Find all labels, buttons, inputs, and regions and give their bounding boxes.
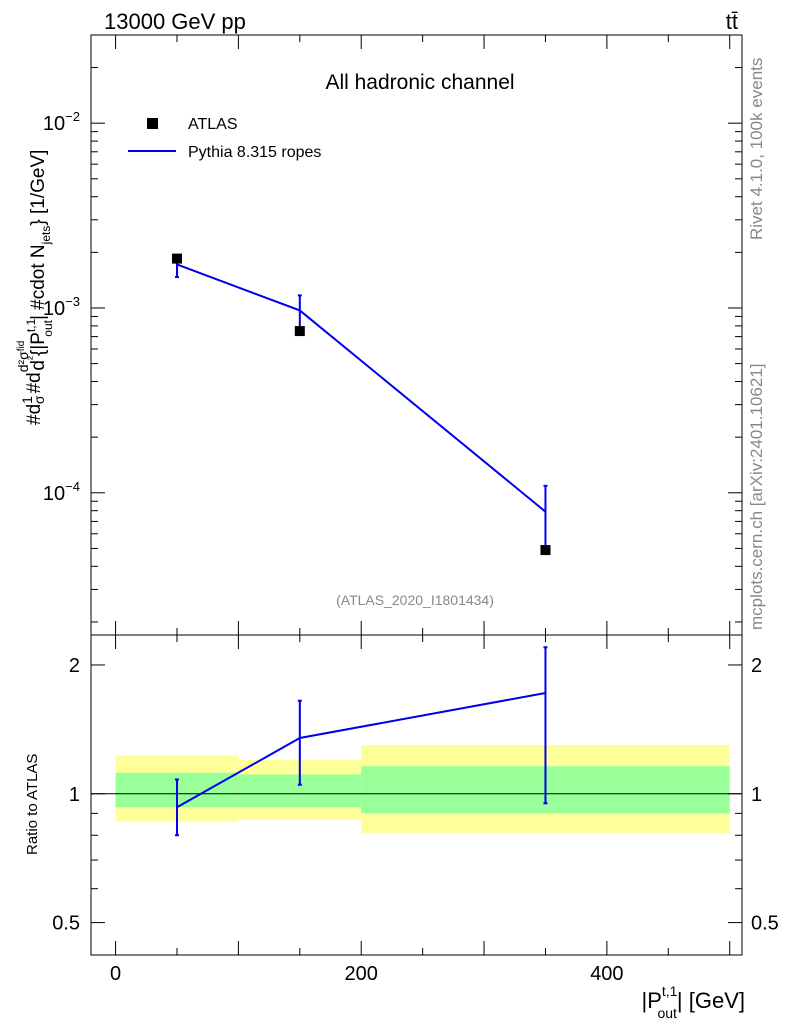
legend-pythia-label: Pythia 8.315 ropes bbox=[188, 144, 321, 161]
ylabel-part-h: ² bbox=[25, 356, 39, 360]
x-tick-label: 200 bbox=[345, 963, 378, 985]
y-tick-label: 10−2 bbox=[43, 109, 80, 135]
ylabel-part-f: fid bbox=[16, 341, 27, 352]
ylabel-part-a: #d bbox=[24, 404, 45, 425]
ylabel-part-i: {|P bbox=[28, 332, 49, 356]
main-y-tick-labels: 10−410−310−2 bbox=[43, 109, 80, 505]
ratio-y-tick-label-left: 2 bbox=[69, 655, 80, 677]
source-label: mcplots.cern.ch [arXiv:2401.10621] bbox=[747, 364, 766, 630]
x-axis-label: |Pt,1 out| [GeV] bbox=[641, 983, 745, 1021]
rivet-version-label: Rivet 4.1.0, 100k events bbox=[747, 58, 766, 240]
legend: ATLAS Pythia 8.315 ropes bbox=[128, 116, 321, 161]
xlabel-part-d: | [GeV] bbox=[677, 988, 745, 1013]
ratio-y-tick-label-right: 2 bbox=[751, 655, 762, 677]
y-tick-base: 10 bbox=[43, 113, 65, 135]
xlabel-part-a: |P bbox=[641, 988, 661, 1013]
ylabel-part-m: jets bbox=[39, 226, 53, 246]
y-tick-label: 10−3 bbox=[43, 294, 80, 320]
ratio-y-tick-label-left: 0.5 bbox=[52, 913, 80, 935]
ratio-panel: 0.5 0.5 1 1 2 2 0 200 400 Ratio to ATLAS bbox=[24, 634, 779, 985]
energy-label: 13000 GeV pp bbox=[104, 9, 246, 34]
legend-atlas-label: ATLAS bbox=[188, 116, 238, 133]
ylabel-part-c: σ bbox=[31, 395, 47, 404]
ylabel-part-b: 1 bbox=[19, 396, 35, 404]
y-axis-label-text: #d1σ#dd²σfidd²{|Pt,1 out| #cdot Njets} [1… bbox=[15, 150, 55, 425]
ratio-bands-layer bbox=[91, 745, 742, 833]
y-tick-exp: −2 bbox=[65, 109, 80, 124]
x-tick-label: 400 bbox=[590, 963, 623, 985]
y-tick-label: 10−4 bbox=[43, 479, 80, 505]
ratio-frame bbox=[90, 634, 743, 956]
atlas-data-point bbox=[294, 326, 305, 337]
atlas-data-point bbox=[540, 545, 551, 556]
xlabel-part-b: t,1 bbox=[662, 983, 678, 999]
ratio-y-axis-label: Ratio to ATLAS bbox=[24, 754, 41, 855]
ylabel-part-n: } [1/GeV] bbox=[28, 150, 49, 226]
chart-title: All hadronic channel bbox=[325, 71, 514, 94]
ylabel-part-k: out bbox=[41, 319, 55, 336]
ylabel-part-l: | #cdot N bbox=[28, 244, 49, 320]
y-tick-exp: −4 bbox=[65, 479, 80, 494]
ratio-y-tick-label-right: 0.5 bbox=[751, 913, 779, 935]
analysis-label: (ATLAS_2020_I1801434) bbox=[336, 592, 494, 608]
ratio-y-tick-labels: 0.5 0.5 1 1 2 2 bbox=[52, 655, 779, 935]
process-label: tt̄ bbox=[726, 9, 738, 34]
x-tick-labels: 0 200 400 bbox=[110, 963, 624, 985]
x-tick-label: 0 bbox=[110, 963, 121, 985]
pythia-line bbox=[176, 263, 547, 513]
y-tick-base: 10 bbox=[43, 298, 65, 320]
main-panel: 10−410−310−2 All hadronic channel (ATLAS… bbox=[43, 34, 743, 636]
ratio-series-layer bbox=[174, 646, 548, 837]
ylabel-part-g: d bbox=[28, 360, 49, 371]
ratio-y-tick-label-right: 1 bbox=[751, 784, 762, 806]
main-axis-ticks bbox=[91, 34, 742, 635]
main-series-layer bbox=[171, 253, 551, 556]
ratio-axis-ticks bbox=[91, 635, 742, 955]
main-y-axis-label: #d1σ#dd²σfidd²{|Pt,1 out| #cdot Njets} [1… bbox=[15, 150, 55, 425]
ylabel-part-e: d²σ bbox=[15, 351, 31, 372]
ratio-y-tick-label-left: 1 bbox=[69, 784, 80, 806]
atlas-data-point bbox=[171, 253, 182, 264]
y-tick-base: 10 bbox=[43, 483, 65, 505]
xlabel-part-c: out bbox=[657, 1005, 677, 1021]
legend-atlas-marker bbox=[147, 118, 158, 129]
y-tick-exp: −3 bbox=[65, 294, 80, 309]
ylabel-part-j: t,1 bbox=[24, 318, 38, 332]
ylabel-part-d: #d bbox=[24, 372, 45, 393]
